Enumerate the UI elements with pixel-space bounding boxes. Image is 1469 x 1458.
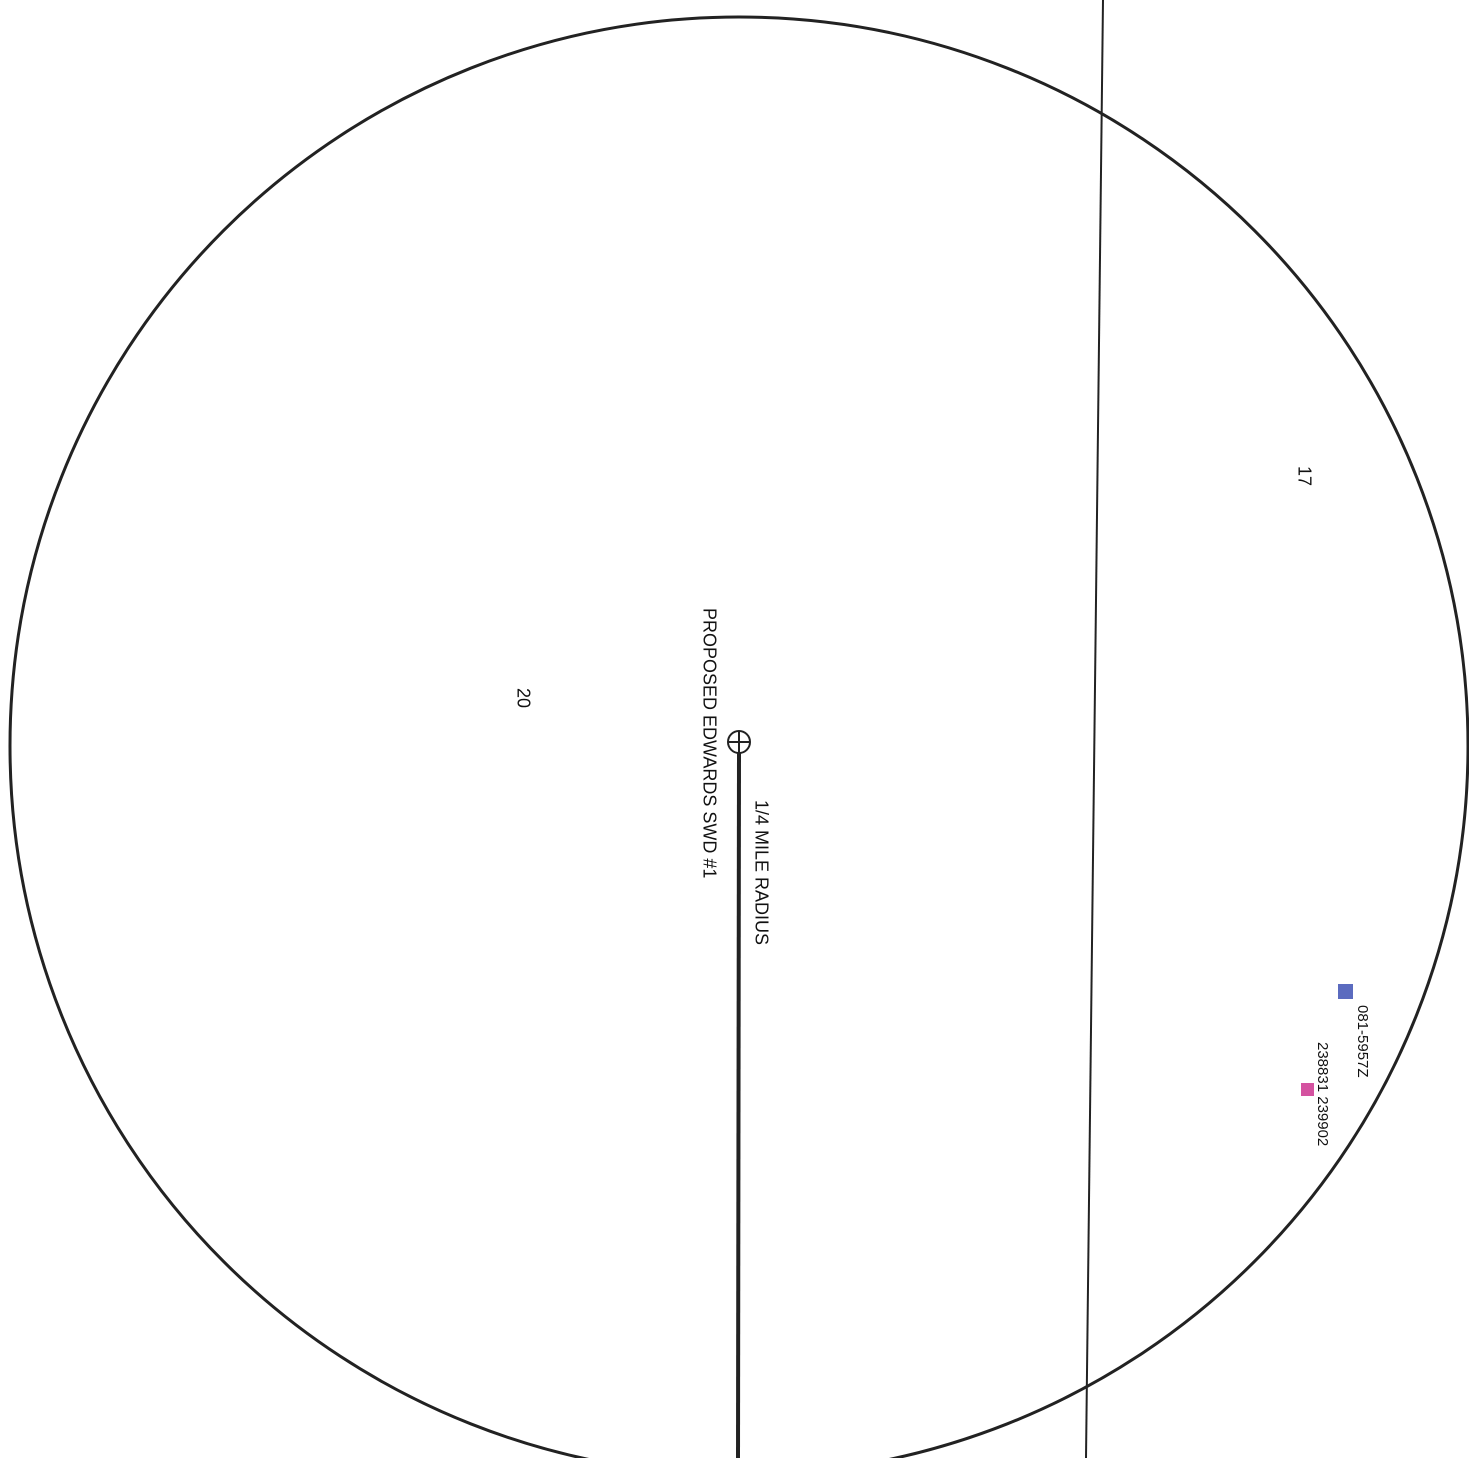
section-line	[1085, 0, 1104, 1458]
section-label: 17	[1294, 466, 1314, 486]
well-marker	[1338, 984, 1353, 999]
well-id-label: 238831 239902	[1314, 1042, 1331, 1146]
radius-line	[736, 751, 741, 1458]
section-label: 20	[513, 688, 533, 708]
radius-circle	[8, 15, 1469, 1458]
well-symbol	[727, 730, 751, 754]
well-id-label: 081-5957Z	[1354, 1005, 1371, 1078]
well-marker	[1301, 1083, 1314, 1096]
radius-label: 1/4 MILE RADIUS	[751, 800, 771, 945]
well-label: PROPOSED EDWARDS SWD #1	[699, 608, 719, 878]
